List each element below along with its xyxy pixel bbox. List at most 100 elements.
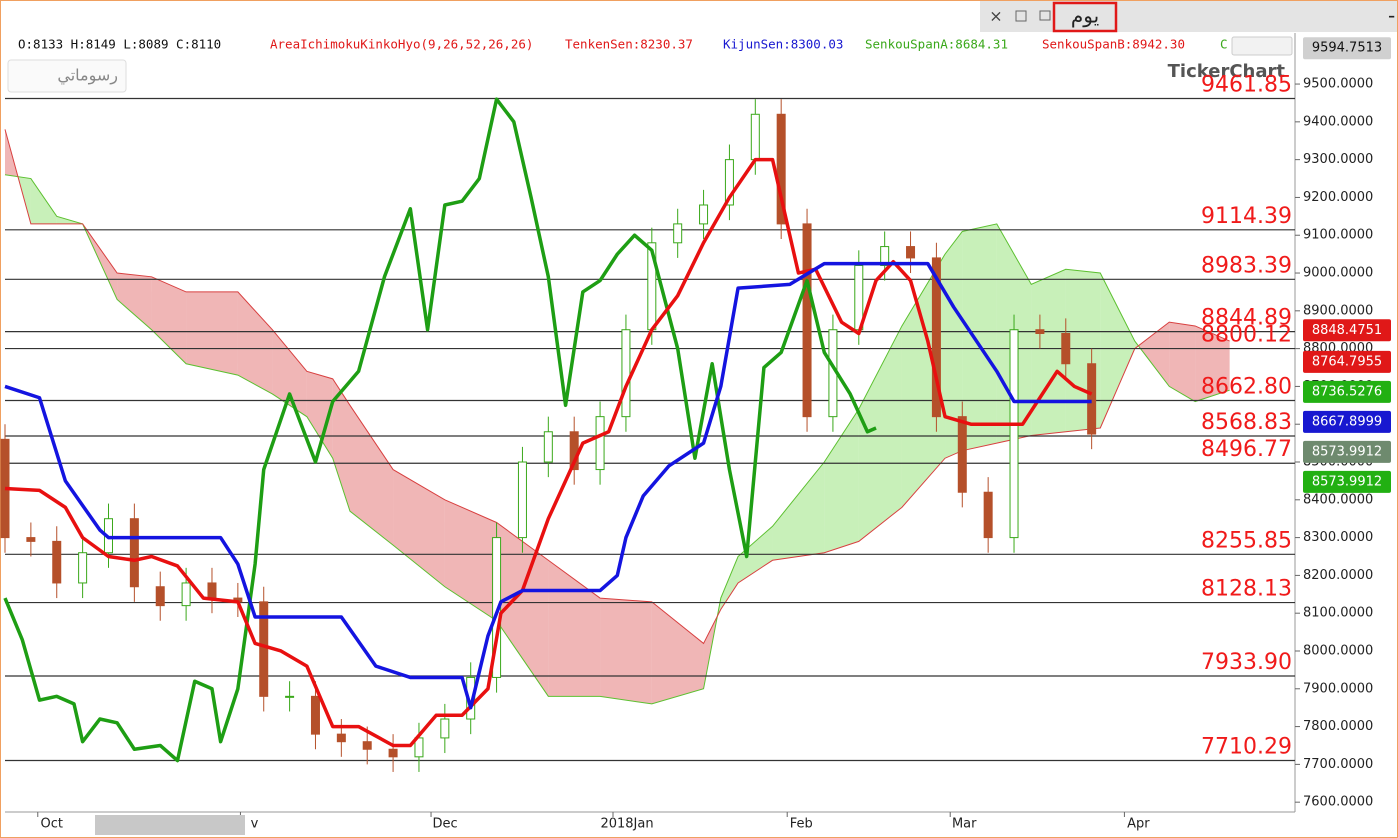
brand: TickerChart [1168,61,1286,82]
price-badge [1303,380,1391,403]
price-badge-label: 8573.9912 [1312,444,1382,459]
cloud-fill [1169,322,1196,402]
candle-body [440,718,450,739]
candle-body [129,518,139,588]
cloud-fill [1195,325,1230,402]
candle-body [388,748,398,758]
scrollbar[interactable] [95,815,245,835]
price-badge [1303,440,1391,463]
candle-body [285,695,295,698]
candle-body [259,601,269,697]
candle-body [699,204,709,225]
level-label: 7710.29 [1201,734,1292,759]
cloud-fill [272,329,307,417]
x-tick-label: v [251,817,259,832]
drawings-button-label[interactable]: رسوماتي [57,66,118,86]
candle-body [1061,333,1071,365]
cloud-fill [186,291,238,376]
level-label: 8983.39 [1201,253,1292,278]
candle-body [802,223,812,418]
cloud-fill [1100,273,1135,428]
y-tick-label: 8200.0000 [1303,568,1373,583]
candle-body [983,491,993,539]
candle-body [724,159,734,206]
candle-body [362,741,372,750]
y-tick-label: 8100.0000 [1303,606,1373,621]
indicator-line [4,261,1092,710]
x-tick-label: 2018Jan [600,817,653,832]
x-tick-label: Mar [952,817,977,832]
cloud-fill [151,276,187,364]
price-badge-label: 8573.9912 [1312,474,1382,489]
candle-body [517,461,527,539]
title-bar [980,1,1397,32]
y-tick-label: 8400.0000 [1303,492,1373,507]
level-label: 8255.85 [1201,528,1292,553]
candle-body [26,537,36,542]
cloud-fill [824,409,859,553]
price-badge [1303,470,1391,493]
cloud-fill [30,178,57,224]
indicator-line [3,97,877,763]
candle-body [621,329,631,418]
level-label: 8800.12 [1201,323,1292,348]
indicator-info: SenkouSpanA:8684.31 [865,37,1008,52]
level-label: 7933.90 [1201,650,1292,675]
cloud-fill [332,378,350,512]
candle-body [931,257,941,418]
price-badge-label: 8848.4751 [1312,323,1382,338]
candle-body [906,246,916,259]
restore-icon[interactable] [1015,10,1027,22]
indicator-info: C [1220,37,1228,52]
period-box[interactable] [1052,1,1118,33]
cloud-fill [858,325,902,542]
panel-controls[interactable] [1231,36,1293,56]
indicator-info: SenkouSpanB:8942.30 [1042,37,1185,52]
cloud-fill [349,405,394,546]
candle-body [78,552,88,584]
level-label: 9461.85 [1201,72,1292,97]
candle-body [1009,329,1019,539]
indicator-info: KijunSen:8300.03 [723,37,843,52]
float-icon[interactable] [1039,10,1051,21]
drawings-button[interactable] [7,59,127,93]
level-label: 8496.77 [1201,437,1292,462]
y-tick-label: 9500.0000 [1303,77,1373,92]
plot: 7600.0000 7700.0000 7800.0000 7900.0000 8000… [0,72,1373,832]
candle-body [155,586,165,607]
cloud-fill [600,598,652,704]
x-tick-label: Oct [41,817,63,832]
y-tick-label: 7800.0000 [1303,719,1373,734]
span-b-line [4,129,1230,645]
period[interactable]: يوم [1071,4,1099,28]
cloud-fill [945,231,963,459]
cloud-fill [1031,269,1066,436]
y-tick-label: 8900.0000 [1303,303,1373,318]
y-tick-label: 9000.0000 [1303,266,1373,281]
cloud-fill [1138,322,1170,387]
cloud-fill [651,601,704,704]
candle-body [673,223,683,244]
candle-body [880,246,890,266]
price-badge-label: 9594.7513 [1312,41,1382,56]
candle-body [776,113,786,225]
price-badge [1303,350,1391,373]
level-label: 8662.80 [1201,374,1292,399]
y-tick-label: 9300.0000 [1303,152,1373,167]
close-icon[interactable]: × [989,7,1002,26]
y-tick-label: 7600.0000 [1303,795,1373,810]
candle-body [750,113,760,161]
level-label: 9114.39 [1201,204,1292,229]
indicator-info: TenkenSen:8230.37 [565,37,693,52]
price-badge-label: 8667.8999 [1312,414,1382,429]
level-label: 8128.13 [1201,577,1292,602]
indicator-info: AreaIchimokuKinkoHyo(9,26,52,26,26) [270,37,533,52]
candle-body [181,582,191,607]
price-badge [1303,37,1391,60]
price-badge [1303,410,1391,433]
cloud-fill [548,560,601,697]
candle-body [1087,363,1097,435]
price-badge-label: 8764.7955 [1312,354,1382,369]
candle-body [1035,329,1045,335]
